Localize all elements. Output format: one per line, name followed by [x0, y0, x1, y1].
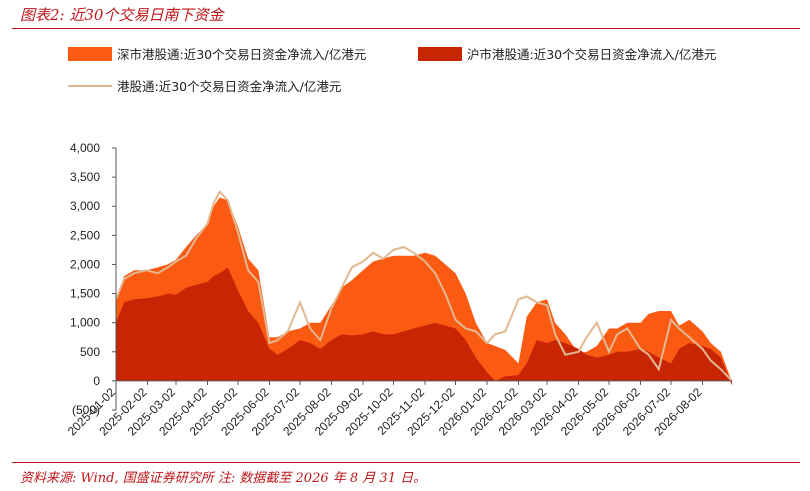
legend-label-shenzhen: 深市港股通:近30个交易日资金净流入/亿港元: [117, 47, 367, 62]
y-tick-label: 3,000: [70, 199, 100, 213]
y-tick-label: 3,500: [70, 170, 100, 184]
source-note: 资料来源: Wind, 国盛证券研究所 注: 数据截至 2026 年 8 月 3…: [20, 471, 427, 486]
legend-item-total: 港股通:近30个交易日资金净流入/亿港元: [68, 76, 341, 95]
legend-swatch-shanghai: [418, 46, 462, 61]
legend-item-shanghai: 沪市港股通:近30个交易日资金净流入/亿港元: [418, 44, 716, 63]
figure-title: 图表2: 近30个交易日南下资金: [20, 6, 224, 24]
legend-label-total: 港股通:近30个交易日资金净流入/亿港元: [117, 79, 342, 94]
y-tick-label: 2,500: [70, 228, 100, 242]
title-rule: [12, 28, 800, 29]
y-tick-label: 2,000: [70, 257, 100, 271]
legend-swatch-shenzhen: [68, 46, 112, 61]
legend-label-shanghai: 沪市港股通:近30个交易日资金净流入/亿港元: [467, 47, 717, 62]
area-shenzhen: [116, 197, 732, 383]
y-tick-label: (500): [72, 403, 100, 417]
legend-item-shenzhen: 深市港股通:近30个交易日资金净流入/亿港元: [68, 44, 366, 63]
area-shanghai: [116, 267, 732, 386]
y-tick-label: 4,000: [70, 141, 100, 155]
line-total: [115, 189, 733, 382]
y-tick-label: 1,500: [70, 287, 100, 301]
y-tick-label: 1,000: [70, 316, 100, 330]
y-tick-label: 500: [80, 345, 100, 359]
legend-swatch-total: [68, 84, 112, 87]
source-rule: [12, 462, 800, 463]
y-tick-label: 0: [93, 374, 100, 388]
